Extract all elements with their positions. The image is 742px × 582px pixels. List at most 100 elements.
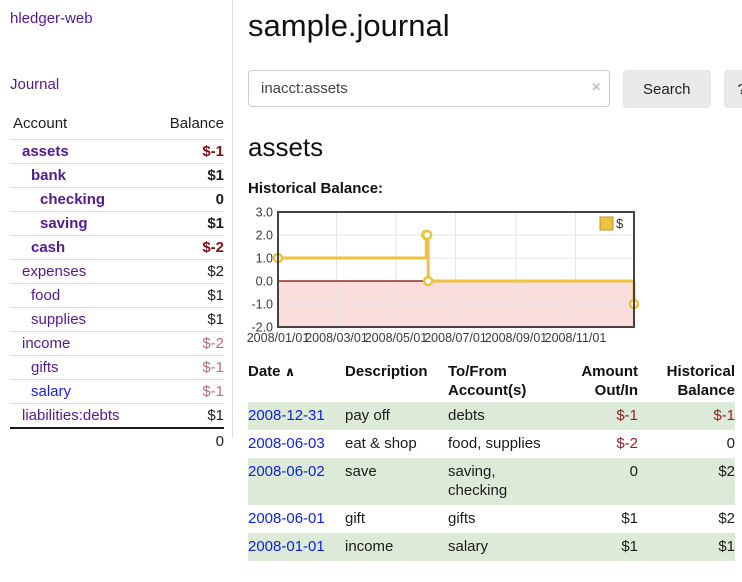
sidebar-account-link[interactable]: assets [22, 143, 69, 160]
register-description-cell: eat & shop [345, 435, 417, 452]
accounts-total-value: 0 [215, 433, 224, 450]
account-row: supplies $1 [10, 307, 224, 332]
register-amount-cell: $-1 [616, 407, 638, 424]
account-balance: 0 [215, 191, 224, 208]
register-header-date[interactable]: Date ∧ [248, 360, 345, 402]
sidebar-account-link[interactable]: food [31, 287, 61, 304]
sidebar-account-link[interactable]: income [22, 335, 71, 352]
register-balance-cell: $2 [718, 510, 735, 527]
account-row: saving $1 [10, 211, 224, 236]
register-header-amount[interactable]: Amount Out/In [552, 360, 638, 402]
account-row: assets $-1 [10, 139, 224, 164]
sidebar-account-link[interactable]: saving [40, 215, 88, 232]
page-title: sample.journal [248, 8, 450, 43]
register-balance-cell: $-1 [713, 407, 735, 424]
sidebar-account-link[interactable]: liabilities:debts [22, 407, 120, 424]
register-date-cell: 2008-06-03 [248, 430, 345, 458]
register-balance-cell: $2 [718, 463, 735, 480]
balance-header-line1: Historical [666, 363, 735, 380]
account-cell: salary [10, 380, 153, 404]
register-date-cell: 2008-01-01 [248, 533, 345, 561]
account-balance: $1 [207, 167, 224, 184]
account-row: gifts $-1 [10, 355, 224, 380]
svg-text:2008/09/01: 2008/09/01 [485, 331, 548, 345]
accounts-table: Account Balance assets $-1 bank $1 checking 0… [10, 111, 224, 454]
register-date-cell: 2008-06-02 [248, 458, 345, 505]
register-header-description[interactable]: Description [345, 363, 428, 380]
search-form: × Search ? [248, 70, 742, 108]
historical-balance-chart[interactable]: $3.0 2.0 1.0 0.0 -1.0 -2.0 2008/01/01 2008/03/0… [247, 206, 640, 348]
sidebar-account-link[interactable]: checking [40, 191, 106, 208]
svg-text:2008/05/01: 2008/05/01 [365, 331, 428, 345]
app-title-link[interactable]: hledger-web [10, 10, 93, 27]
account-row: food $1 [10, 283, 224, 308]
transaction-date-link[interactable]: 2008-12-31 [248, 407, 325, 424]
account-balance: $-2 [202, 239, 224, 256]
chart-title: Historical Balance: [248, 180, 384, 197]
account-cell: cash [10, 236, 153, 260]
date-header-label: Date [248, 363, 281, 380]
amount-header-line2: Out/In [594, 382, 638, 399]
accounts-total-row: 0 [10, 428, 224, 454]
register-row: 2008-06-01 gift gifts $1 $2 [248, 505, 735, 533]
balance-header-line2: Balance [677, 382, 735, 399]
search-input[interactable] [248, 70, 610, 107]
account-row: bank $1 [10, 163, 224, 188]
accounts-header-row: Account Balance [10, 111, 224, 140]
account-row: cash $-2 [10, 235, 224, 260]
sidebar-account-link[interactable]: salary [31, 383, 72, 400]
amount-header-line1: Amount [581, 363, 638, 380]
sidebar-account-link[interactable]: supplies [31, 311, 87, 328]
help-button[interactable]: ? [723, 70, 742, 108]
main-content: sample.journal × Search ? assets Histori… [233, 0, 742, 561]
register-amount-cell: $1 [621, 510, 638, 527]
sidebar-account-link[interactable]: expenses [22, 263, 87, 280]
account-balance: $-2 [202, 335, 224, 352]
accounts-total-spacer [10, 428, 153, 454]
transaction-date-link[interactable]: 2008-06-03 [248, 435, 325, 452]
svg-text:2008/03/01: 2008/03/01 [305, 331, 368, 345]
register-balance-cell: 0 [726, 435, 735, 452]
app-window: hledger-web Journal Account Balance asse… [10, 0, 742, 561]
sidebar-item-journal[interactable]: Journal [10, 76, 60, 93]
account-cell: checking [10, 188, 153, 212]
account-balance: $-1 [202, 143, 224, 160]
svg-text:1.0: 1.0 [256, 252, 273, 266]
account-row: liabilities:debts $1 [10, 403, 224, 429]
register-header-balance[interactable]: Historical Balance [638, 360, 735, 402]
svg-text:0.0: 0.0 [256, 275, 273, 289]
account-balance: $-1 [202, 359, 224, 376]
register-accounts-cell: debts [448, 407, 485, 424]
search-button[interactable]: Search [623, 70, 711, 108]
account-cell: expenses [10, 260, 153, 284]
register-accounts-cell: saving, checking [448, 463, 508, 499]
sidebar-account-link[interactable]: bank [31, 167, 67, 184]
register-description-cell: pay off [345, 407, 390, 424]
account-cell: income [10, 332, 153, 356]
register-balance-cell: $1 [718, 538, 735, 555]
account-balance: $2 [207, 263, 224, 280]
transaction-date-link[interactable]: 2008-06-01 [248, 510, 325, 527]
svg-text:2008/01/01: 2008/01/01 [247, 331, 310, 345]
clear-search-icon[interactable]: × [591, 79, 601, 96]
svg-text:2008/07/01: 2008/07/01 [424, 331, 487, 345]
register-date-cell: 2008-06-01 [248, 505, 345, 533]
accounts-header-account: Account [13, 115, 68, 132]
account-balance: $-1 [202, 383, 224, 400]
account-balance: $1 [207, 311, 224, 328]
transaction-date-link[interactable]: 2008-06-02 [248, 463, 325, 480]
accounts-header-balance: Balance [169, 115, 224, 132]
transaction-date-link[interactable]: 2008-01-01 [248, 538, 325, 555]
search-field-wrap: × [248, 70, 610, 108]
register-date-cell: 2008-12-31 [248, 402, 345, 430]
register-header-accounts[interactable]: To/From Account(s) [448, 360, 552, 402]
register-table: Date ∧ Description To/From Account(s) Am… [248, 360, 735, 561]
account-balance: $1 [207, 287, 224, 304]
register-header-row: Date ∧ Description To/From Account(s) Am… [248, 360, 735, 402]
sidebar-account-link[interactable]: cash [31, 239, 66, 256]
register-accounts-cell: salary [448, 538, 489, 555]
svg-text:$: $ [616, 216, 624, 231]
svg-text:2.0: 2.0 [256, 229, 273, 243]
register-row: 2008-01-01 income salary $1 $1 [248, 533, 735, 561]
sidebar-account-link[interactable]: gifts [31, 359, 59, 376]
